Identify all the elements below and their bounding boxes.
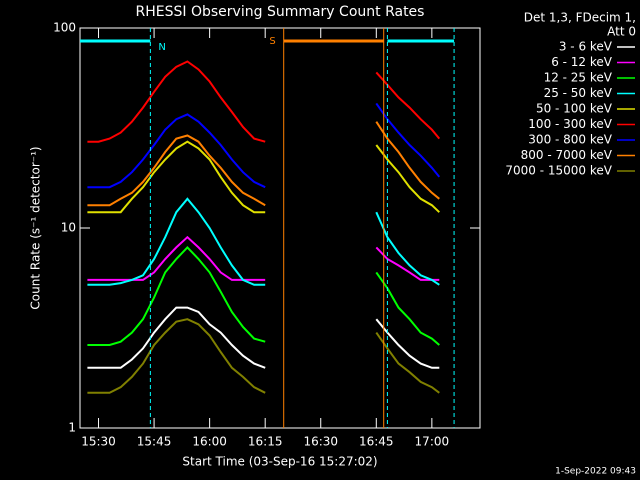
legend-label: 50 - 100 keV: [536, 102, 613, 116]
data-line: [87, 60, 441, 143]
x-tick-label: 16:15: [248, 435, 283, 449]
legend-label: 800 - 7000 keV: [521, 148, 613, 162]
y-tick-label: 10: [61, 221, 76, 235]
legend-label: 6 - 12 keV: [551, 55, 613, 69]
chart-title: RHESSI Observing Summary Count Rates: [136, 4, 425, 20]
legend-label: 100 - 300 keV: [528, 117, 612, 131]
x-tick-label: 15:45: [137, 435, 172, 449]
x-tick-label: 17:00: [415, 435, 450, 449]
legend-label: 12 - 25 keV: [544, 71, 613, 85]
data-line: [87, 306, 440, 369]
footer: 1-Sep-2022 09:43: [555, 467, 636, 477]
x-tick-label: 16:45: [359, 435, 394, 449]
y-axis-label: Count Rate (s⁻¹ detector⁻¹): [29, 146, 43, 309]
data-line: [87, 140, 440, 214]
x-tick-label: 16:00: [192, 435, 227, 449]
legend-title: Det 1,3, FDecim 1,: [524, 11, 636, 25]
data-line: [87, 197, 440, 286]
data-line: [87, 235, 440, 281]
legend-title: Att 0: [607, 25, 636, 39]
data-line: [87, 102, 441, 189]
x-tick-label: 16:30: [303, 435, 338, 449]
y-tick-label: 100: [53, 21, 76, 35]
x-axis-label: Start Time (03-Sep-16 15:27:02): [182, 455, 377, 469]
x-tick-label: 15:30: [81, 435, 116, 449]
flag-label: S: [269, 36, 275, 47]
data-line: [87, 318, 440, 394]
data-line: [87, 121, 440, 207]
legend-label: 25 - 50 keV: [544, 86, 613, 100]
legend-label: 3 - 6 keV: [559, 40, 613, 54]
flag-label: N: [158, 42, 165, 53]
y-tick-label: 1: [68, 421, 76, 435]
legend-label: 300 - 800 keV: [528, 133, 612, 147]
legend-label: 7000 - 15000 keV: [505, 164, 612, 178]
